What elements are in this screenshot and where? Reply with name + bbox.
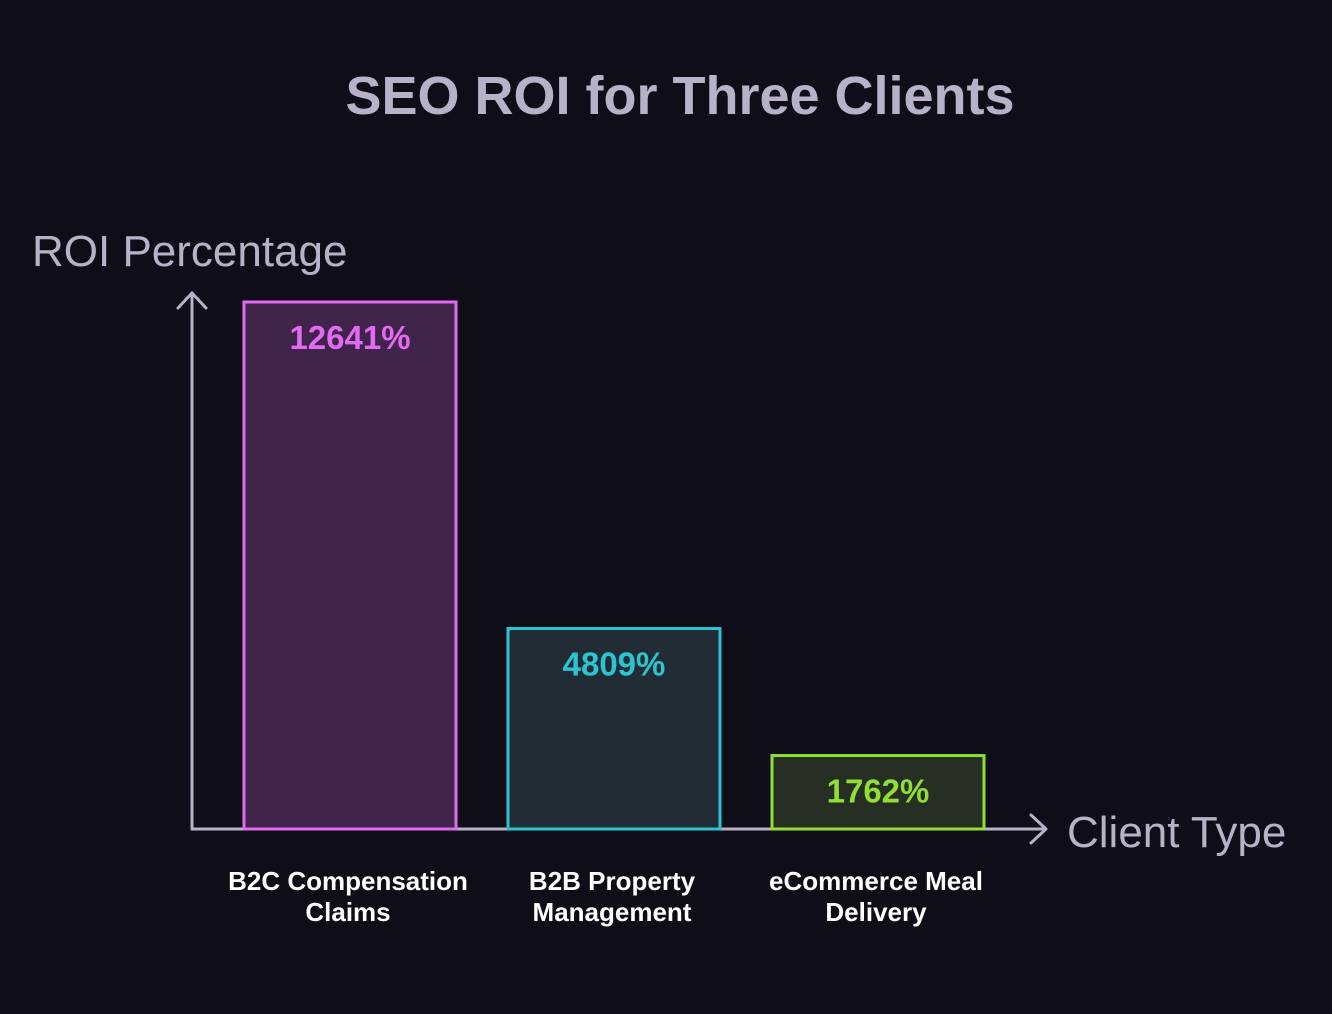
bar-value-label-2: 4809% [563, 646, 666, 683]
bar-3 [770, 754, 986, 831]
bar-value-label-3: 1762% [827, 773, 930, 810]
category-label-2-line-1: B2B Property [529, 866, 696, 896]
category-label-3-line-2: Delivery [825, 897, 927, 927]
y-axis-arrowhead [176, 291, 208, 310]
chart-title: SEO ROI for Three Clients [345, 66, 1014, 126]
bar-2 [506, 627, 722, 831]
category-label-3-line-1: eCommerce Meal [769, 866, 983, 896]
category-label-2-line-2: Management [533, 897, 692, 927]
y-axis-title: ROI Percentage [32, 227, 348, 276]
bar-1 [242, 300, 458, 831]
x-axis-arrowhead [1029, 813, 1048, 845]
x-axis-title: Client Type [1067, 808, 1286, 857]
category-label-1-line-1: B2C Compensation [228, 866, 468, 896]
category-label-1-line-2: Claims [305, 897, 390, 927]
bar-value-label-1: 12641% [289, 319, 410, 356]
